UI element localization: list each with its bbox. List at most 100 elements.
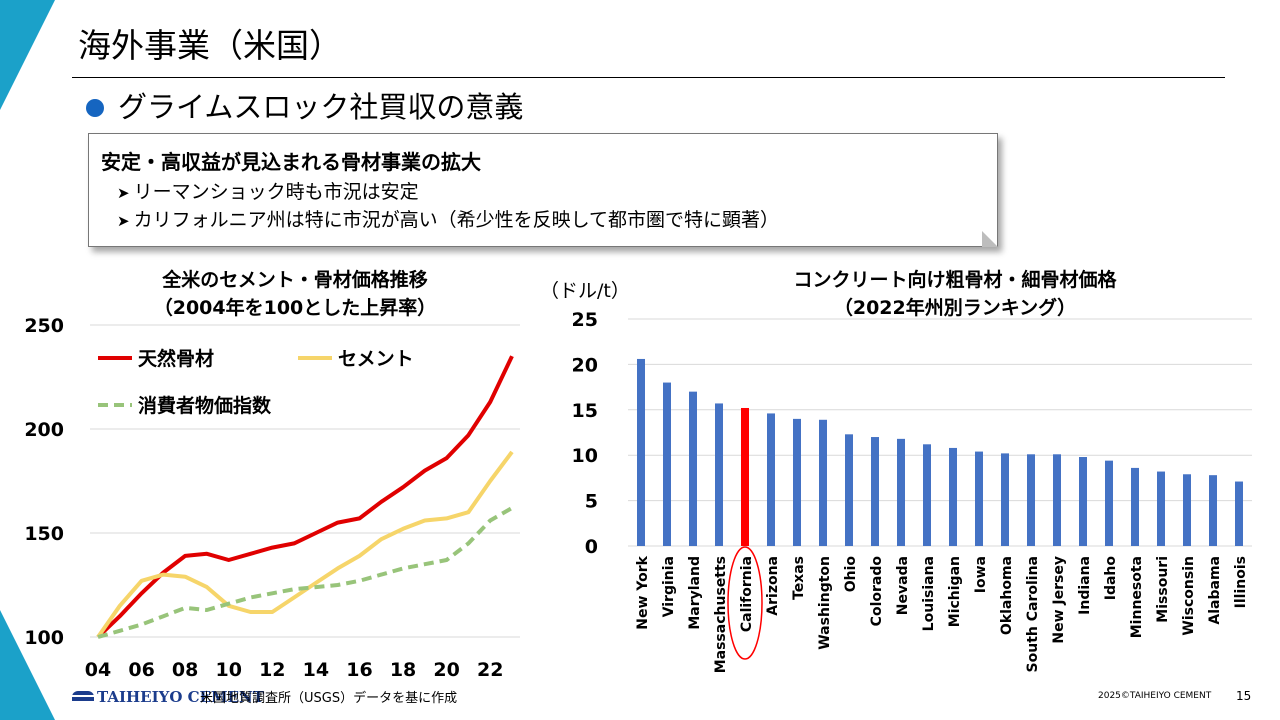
bar-washington bbox=[819, 419, 827, 546]
line-chart-x-tick-label: 04 bbox=[85, 659, 111, 681]
bar-chart-x-tick-label: Washington bbox=[817, 556, 833, 650]
bar-chart-x-tick-label: Illinois bbox=[1233, 556, 1249, 608]
bar-chart-x-tick-label: Massachusetts bbox=[713, 556, 729, 673]
bar-new-york bbox=[637, 358, 645, 546]
bar-chart-x-tick-label: Louisiana bbox=[921, 556, 937, 631]
bar-chart-y-tick-label: 5 bbox=[585, 491, 598, 513]
line-chart-x-tick-label: 08 bbox=[172, 659, 198, 681]
bar-maryland bbox=[689, 391, 697, 546]
source-note: 米国地質調査所（USGS）データを基に作成 bbox=[200, 691, 458, 706]
bar-oklahoma bbox=[1001, 453, 1009, 546]
bar-colorado bbox=[871, 437, 879, 546]
bar-chart-x-tick-label: Minnesota bbox=[1129, 556, 1145, 638]
bar-illinois bbox=[1235, 481, 1243, 546]
legend-label: 天然骨材 bbox=[138, 347, 214, 370]
bar-chart-x-tick-label: Missouri bbox=[1155, 556, 1171, 623]
bar-new-jersey bbox=[1053, 454, 1061, 546]
line-chart-x-tick-label: 10 bbox=[216, 659, 242, 681]
bar-chart-x-tick-label: Nevada bbox=[895, 556, 911, 615]
bar-chart-x-tick-label: Texas bbox=[791, 556, 807, 600]
bar-chart-x-tick-label: Michigan bbox=[947, 556, 963, 627]
legend-label: セメント bbox=[338, 348, 414, 370]
bar-chart-x-tick-label: Oklahoma bbox=[999, 556, 1015, 635]
callout-item-text: カリフォルニア州は特に市況が高い（希少性を反映して都市圏で特に顕著） bbox=[133, 209, 780, 231]
line-chart-subtitle: （2004年を100とした上昇率） bbox=[153, 297, 437, 319]
callout-item-text: リーマンショック時も市況は安定 bbox=[133, 181, 419, 203]
line-chart-x-tick-label: 18 bbox=[390, 659, 416, 681]
bar-chart-x-tick-label: Virginia bbox=[661, 556, 677, 617]
bar-massachusetts bbox=[715, 403, 723, 546]
line-chart-x-tick-label: 06 bbox=[128, 659, 154, 681]
bar-chart-title: コンクリート向け粗骨材・細骨材価格 bbox=[793, 269, 1117, 291]
line-chart-x-tick-label: 22 bbox=[477, 659, 503, 681]
line-chart-x-tick-label: 14 bbox=[303, 659, 329, 681]
bar-chart-x-tick-label: South Carolina bbox=[1025, 556, 1041, 672]
bar-chart-unit-label: （ドル/t） bbox=[540, 280, 630, 302]
bar-chart-y-tick-label: 10 bbox=[572, 445, 598, 467]
line-series-天然骨材 bbox=[96, 355, 514, 639]
callout-item: ➤ リーマンショック時も市況は安定 bbox=[117, 179, 419, 206]
bar-iowa bbox=[975, 451, 983, 546]
bar-chart-x-tick-label: Colorado bbox=[869, 556, 885, 627]
line-chart-y-tick-label: 100 bbox=[24, 627, 64, 649]
bar-chart-y-tick-label: 0 bbox=[585, 536, 598, 558]
bar-chart-x-tick-label: California bbox=[739, 556, 755, 632]
bar-chart-subtitle: （2022年州別ランキング） bbox=[833, 297, 1077, 319]
bar-chart-x-tick-label: Wisconsin bbox=[1181, 556, 1197, 636]
logo-mark-icon bbox=[72, 691, 94, 703]
highlight-ellipse bbox=[727, 546, 763, 660]
bar-ohio bbox=[845, 434, 853, 546]
copyright: 2025©TAIHEIYO CEMENT bbox=[1098, 691, 1212, 701]
bar-nevada bbox=[897, 438, 905, 546]
bar-chart-x-tick-label: New York bbox=[635, 555, 651, 629]
line-chart-y-tick-label: 200 bbox=[24, 419, 64, 441]
title-divider bbox=[72, 77, 1225, 78]
legend-label: 消費者物価指数 bbox=[138, 394, 272, 417]
line-chart-y-tick-label: 150 bbox=[24, 523, 64, 545]
bullet-icon bbox=[86, 99, 104, 117]
page-curl-decoration bbox=[982, 231, 998, 247]
bar-texas bbox=[793, 418, 801, 546]
bar-chart-x-tick-label: Ohio bbox=[843, 556, 859, 593]
line-chart-title: 全米のセメント・骨材価格推移 bbox=[162, 269, 428, 291]
page-number: 15 bbox=[1236, 689, 1252, 703]
callout-heading: 安定・高収益が見込まれる骨材事業の拡大 bbox=[101, 150, 481, 174]
arrow-bullet-icon: ➤ bbox=[117, 184, 130, 202]
bar-california bbox=[741, 407, 749, 546]
bar-chart-y-tick-label: 25 bbox=[572, 309, 598, 331]
line-chart-x-tick-label: 16 bbox=[346, 659, 372, 681]
bar-missouri bbox=[1157, 471, 1165, 546]
corner-accent-top bbox=[0, 0, 55, 110]
bar-chart-x-tick-label: Indiana bbox=[1077, 556, 1093, 615]
slide-subtitle: グライムスロック社買収の意義 bbox=[118, 90, 524, 124]
line-series-消費者物価指数 bbox=[97, 506, 513, 639]
bar-minnesota bbox=[1131, 467, 1139, 546]
bar-south-carolina bbox=[1027, 454, 1035, 546]
bar-chart-x-tick-label: Arizona bbox=[765, 556, 781, 616]
bar-chart-x-tick-label: Maryland bbox=[687, 556, 703, 630]
page-title: 海外事業（米国） bbox=[78, 26, 342, 65]
bar-alabama bbox=[1209, 475, 1217, 546]
callout-box: 安定・高収益が見込まれる骨材事業の拡大 ➤ リーマンショック時も市況は安定 ➤ カリ… bbox=[88, 133, 998, 247]
callout-item: ➤ カリフォルニア州は特に市況が高い（希少性を反映して都市圏で特に顕著） bbox=[117, 207, 779, 234]
bar-chart-y-tick-label: 20 bbox=[572, 354, 598, 376]
bar-chart-x-tick-label: Alabama bbox=[1207, 556, 1223, 625]
bar-idaho bbox=[1105, 460, 1113, 546]
bar-chart-x-tick-label: New Jersey bbox=[1051, 556, 1067, 644]
corner-accent-bottom bbox=[0, 610, 55, 720]
line-series-セメント bbox=[96, 450, 514, 639]
bar-virginia bbox=[663, 382, 671, 546]
line-chart-x-tick-label: 12 bbox=[259, 659, 285, 681]
bar-chart-x-tick-label: Idaho bbox=[1103, 556, 1119, 601]
line-chart-x-tick-label: 20 bbox=[433, 659, 459, 681]
bar-arizona bbox=[767, 413, 775, 546]
company-logo: TAIHEIYO CEMENT bbox=[72, 688, 264, 706]
bar-chart-x-tick-label: Iowa bbox=[973, 556, 989, 593]
bar-michigan bbox=[949, 447, 957, 546]
line-chart-y-tick-label: 250 bbox=[24, 315, 64, 337]
bar-wisconsin bbox=[1183, 474, 1191, 546]
bar-louisiana bbox=[923, 444, 931, 546]
bar-indiana bbox=[1079, 457, 1087, 546]
arrow-bullet-icon: ➤ bbox=[117, 212, 130, 230]
